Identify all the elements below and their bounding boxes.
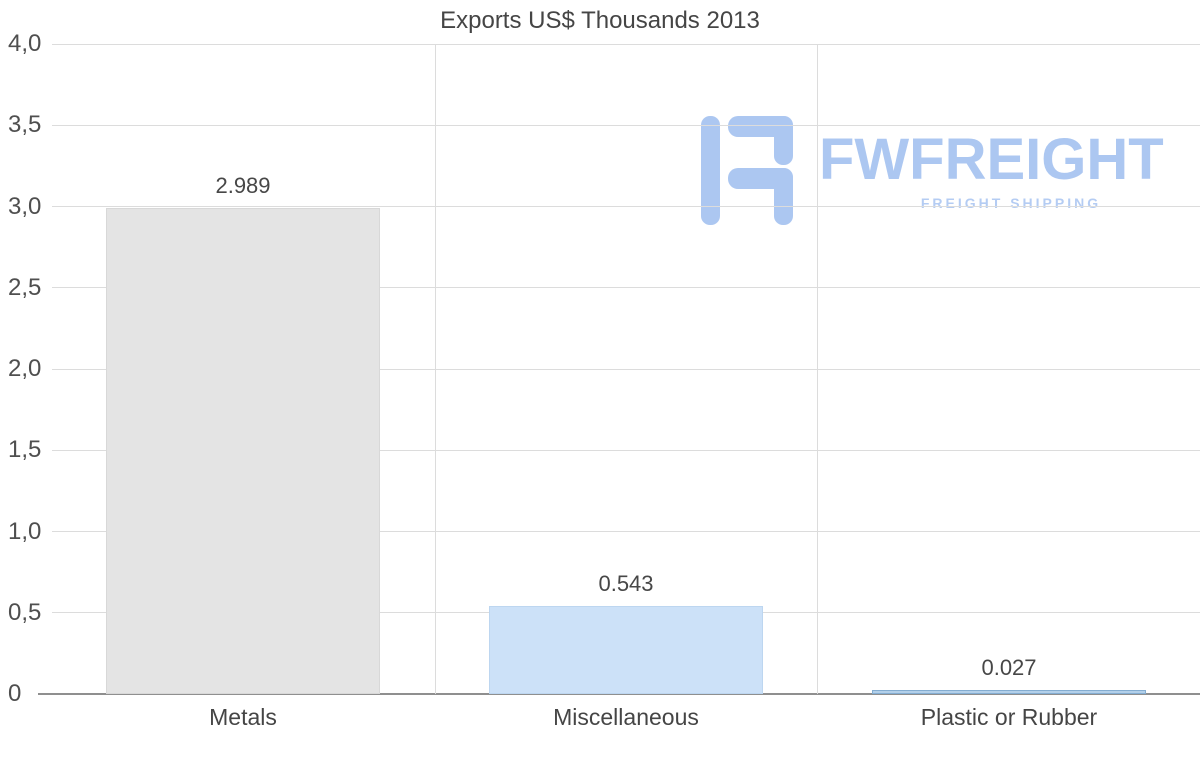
gridline	[52, 43, 1200, 45]
x-category-label: Metals	[209, 704, 277, 730]
bar-miscellaneous	[489, 605, 763, 694]
y-tick-label: 0	[8, 680, 22, 707]
watermark-tagline: FREIGHT SHIPPING	[920, 195, 1102, 211]
y-tick-label: 0,5	[8, 598, 42, 626]
gridline	[52, 206, 1200, 207]
category-separator-gridline	[817, 44, 818, 694]
x-category-label: Plastic or Rubber	[920, 704, 1098, 730]
y-tick-label: 3,5	[8, 111, 42, 139]
bar-value-label: 2.989	[215, 173, 271, 199]
gridline	[52, 124, 1200, 126]
y-tick-label: 1,5	[8, 436, 42, 464]
watermark-text: FWFREIGHT FREIGHT SHIPPING	[819, 127, 1200, 212]
gridline	[52, 287, 1200, 289]
gridline	[52, 368, 1200, 370]
gridline	[52, 449, 1200, 451]
y-tick-label: 1,0	[8, 517, 42, 545]
x-axis-line	[38, 693, 1200, 695]
y-tick-label: 2,5	[8, 273, 42, 301]
gridline	[52, 531, 1200, 532]
plot-area: FWFREIGHT FREIGHT SHIPPING 2.989 0.543 0.0…	[38, 43, 1200, 695]
watermark: FWFREIGHT FREIGHT SHIPPING	[697, 110, 1200, 236]
bar-value-label: 0.027	[981, 654, 1037, 680]
bar-plastic-or-rubber	[872, 689, 1146, 694]
chart-title: Exports US$ Thousands 2013	[440, 7, 760, 34]
x-category-label: Miscellaneous	[553, 704, 699, 730]
watermark-brand: FWFREIGHT	[819, 127, 1164, 192]
y-tick-label: 2,0	[8, 355, 42, 382]
bar-metals	[106, 208, 380, 694]
y-tick-label: 4,0	[8, 30, 42, 57]
category-separator-gridline	[435, 44, 436, 694]
y-tick-label: 3,0	[8, 192, 42, 220]
bar-value-label: 0.543	[598, 570, 654, 596]
fwfreight-logo-icon	[697, 110, 797, 236]
